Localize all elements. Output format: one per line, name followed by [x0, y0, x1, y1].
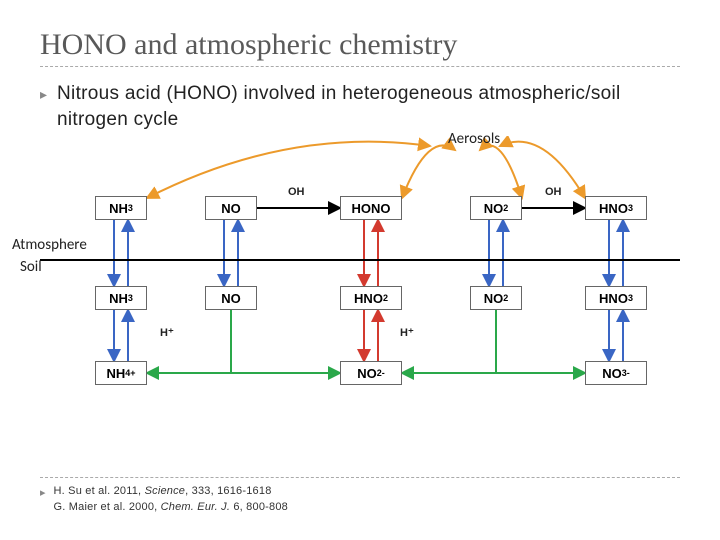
edge-label-oh1: OH: [288, 186, 305, 198]
node-no_a: NO: [205, 196, 257, 220]
edge-label-oh2: OH: [545, 186, 562, 198]
node-nh3_s: NH3: [95, 286, 147, 310]
arrow-25: [500, 142, 585, 198]
node-no3m: NO3-: [585, 361, 647, 385]
atmosphere-soil-line: [40, 259, 680, 261]
node-hno3_s: HNO3: [585, 286, 647, 310]
cite-icon: ▸: [40, 486, 46, 499]
node-hno2_s: HNO2: [340, 286, 402, 310]
edge-label-hplus1: H⁺: [160, 326, 174, 339]
region-soil-label: Soil: [20, 258, 42, 276]
nitrogen-cycle-diagram: AtmosphereSoilAerosolsNH3NOHONONO2HNO3NH…: [40, 136, 680, 416]
node-no_s: NO: [205, 286, 257, 310]
region-atmosphere-label: Atmosphere: [12, 236, 87, 254]
footer-divider: [40, 477, 680, 478]
node-hno3_a: HNO3: [585, 196, 647, 220]
node-nh4: NH4+: [95, 361, 147, 385]
title-divider: [40, 66, 680, 67]
arrow-24: [480, 146, 522, 199]
node-no2m: NO2-: [340, 361, 402, 385]
aerosols-label: Aerosols: [448, 130, 500, 148]
bullet-row: ▸ Nitrous acid (HONO) involved in hetero…: [40, 81, 680, 132]
citation-line-0: H. Su et al. 2011, Science, 333, 1616-16…: [54, 484, 288, 500]
node-no2_s: NO2: [470, 286, 522, 310]
edge-label-hplus2: H⁺: [400, 326, 414, 339]
slide-title: HONO and atmospheric chemistry: [40, 28, 680, 62]
node-nh3_a: NH3: [95, 196, 147, 220]
bullet-text: Nitrous acid (HONO) involved in heteroge…: [57, 81, 680, 132]
citation-text: H. Su et al. 2011, Science, 333, 1616-16…: [54, 484, 288, 516]
footer: ▸ H. Su et al. 2011, Science, 333, 1616-…: [40, 477, 680, 516]
citation-row: ▸ H. Su et al. 2011, Science, 333, 1616-…: [40, 484, 680, 516]
node-no2_a: NO2: [470, 196, 522, 220]
citation-line-1: G. Maier et al. 2000, Chem. Eur. J. 6, 8…: [54, 500, 288, 516]
bullet-icon: ▸: [40, 86, 47, 103]
node-hono_a: HONO: [340, 196, 402, 220]
arrow-23: [402, 146, 455, 199]
